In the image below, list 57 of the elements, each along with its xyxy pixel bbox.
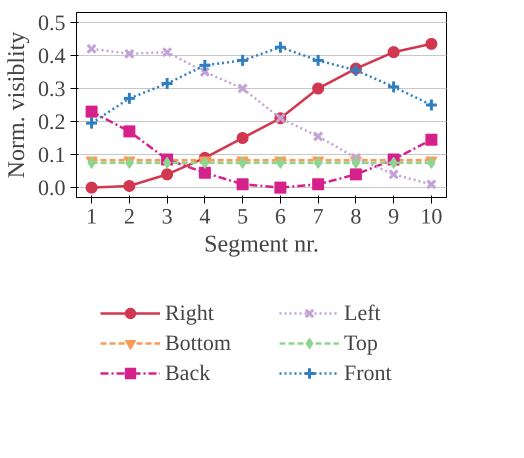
point xyxy=(350,152,362,164)
point xyxy=(198,166,211,179)
legend-label: Right xyxy=(165,300,215,326)
x-tick-label: 4 xyxy=(199,204,210,228)
point xyxy=(312,82,324,94)
point xyxy=(425,38,438,50)
point xyxy=(84,116,99,130)
y-tick-label: 0.4 xyxy=(38,42,66,68)
x-tick-label: 8 xyxy=(350,204,362,228)
point xyxy=(161,168,174,180)
point xyxy=(311,53,326,68)
y-tick-label: 0.1 xyxy=(38,142,66,168)
point xyxy=(162,46,172,58)
point xyxy=(312,130,324,142)
point xyxy=(236,53,250,68)
point xyxy=(86,43,97,54)
legend-label: Bottom xyxy=(165,330,232,356)
point xyxy=(123,180,136,192)
point xyxy=(236,132,249,144)
y-axis-title: Norm. visiblity xyxy=(4,32,30,178)
point xyxy=(426,178,437,190)
x-tick-label: 3 xyxy=(162,204,173,228)
point xyxy=(86,106,98,118)
point xyxy=(122,91,136,106)
point xyxy=(350,168,362,180)
point xyxy=(273,40,288,54)
point xyxy=(348,63,363,78)
x-tick-label: 10 xyxy=(420,204,442,228)
x-tick-label: 2 xyxy=(124,204,135,228)
point xyxy=(274,182,286,194)
legend-label: Top xyxy=(344,330,379,356)
legend-label: Back xyxy=(165,360,212,386)
point xyxy=(386,80,401,94)
legend-label: Left xyxy=(344,300,382,326)
x-tick-label: 6 xyxy=(274,204,286,228)
point xyxy=(160,76,174,91)
point xyxy=(312,178,324,190)
y-tick-label: 0.0 xyxy=(38,175,66,200)
point xyxy=(86,182,98,194)
y-tick-label: 0.5 xyxy=(38,10,66,35)
legend-label: Front xyxy=(344,360,393,386)
point xyxy=(424,98,438,112)
point xyxy=(236,178,249,190)
point xyxy=(123,125,136,138)
point xyxy=(388,46,400,58)
x-tick-label: 5 xyxy=(237,204,248,228)
point xyxy=(425,134,438,146)
x-tick-label: 7 xyxy=(312,204,324,228)
x-tick-label: 9 xyxy=(388,204,400,228)
x-tick-label: 1 xyxy=(86,204,98,228)
point xyxy=(237,83,248,94)
x-axis-title: Segment nr. xyxy=(204,232,319,258)
point xyxy=(198,58,212,72)
y-tick-label: 0.2 xyxy=(38,109,66,134)
point xyxy=(124,48,135,60)
point xyxy=(388,168,400,180)
y-tick-label: 0.3 xyxy=(38,76,66,101)
